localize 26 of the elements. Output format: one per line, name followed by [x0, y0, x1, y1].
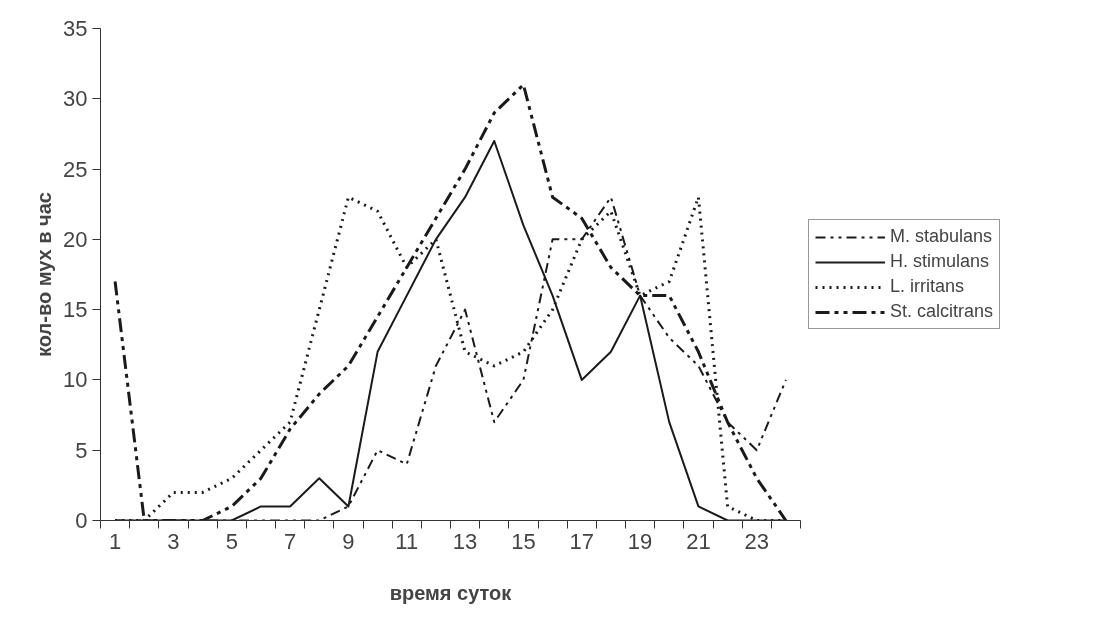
y-tick-label: 15	[63, 297, 88, 323]
x-tick-label: 1	[108, 528, 122, 554]
y-tick-label: 30	[63, 86, 88, 112]
y-tick-label: 0	[75, 508, 88, 533]
x-tick-label: 19	[627, 528, 653, 554]
x-axis-title: время суток	[389, 581, 513, 604]
legend-label: L. irritans	[890, 276, 965, 297]
x-tick-label: 13	[452, 528, 478, 554]
y-tick-label: 25	[63, 156, 88, 182]
x-tick-label: 17	[569, 528, 594, 554]
y-tick-label: 35	[63, 16, 88, 41]
x-tick-label: 5	[225, 528, 238, 554]
x-tick-label: 7	[283, 528, 297, 554]
y-tick-label: 10	[63, 367, 88, 393]
legend-label: H. stimulans	[890, 251, 990, 272]
legend-label: M. stabulans	[890, 226, 993, 247]
legend-label: St. calcitrans	[890, 301, 994, 322]
x-tick-label: 21	[686, 528, 711, 554]
x-tick-label: 23	[744, 528, 769, 554]
x-tick-label: 11	[395, 528, 419, 554]
y-axis-title: кол-во мух в час	[33, 192, 56, 357]
y-tick-label: 5	[75, 437, 88, 463]
x-tick-label: 15	[511, 528, 536, 554]
y-tick-label: 20	[63, 226, 88, 252]
x-tick-label: 9	[342, 528, 355, 554]
x-tick-label: 3	[167, 528, 180, 554]
